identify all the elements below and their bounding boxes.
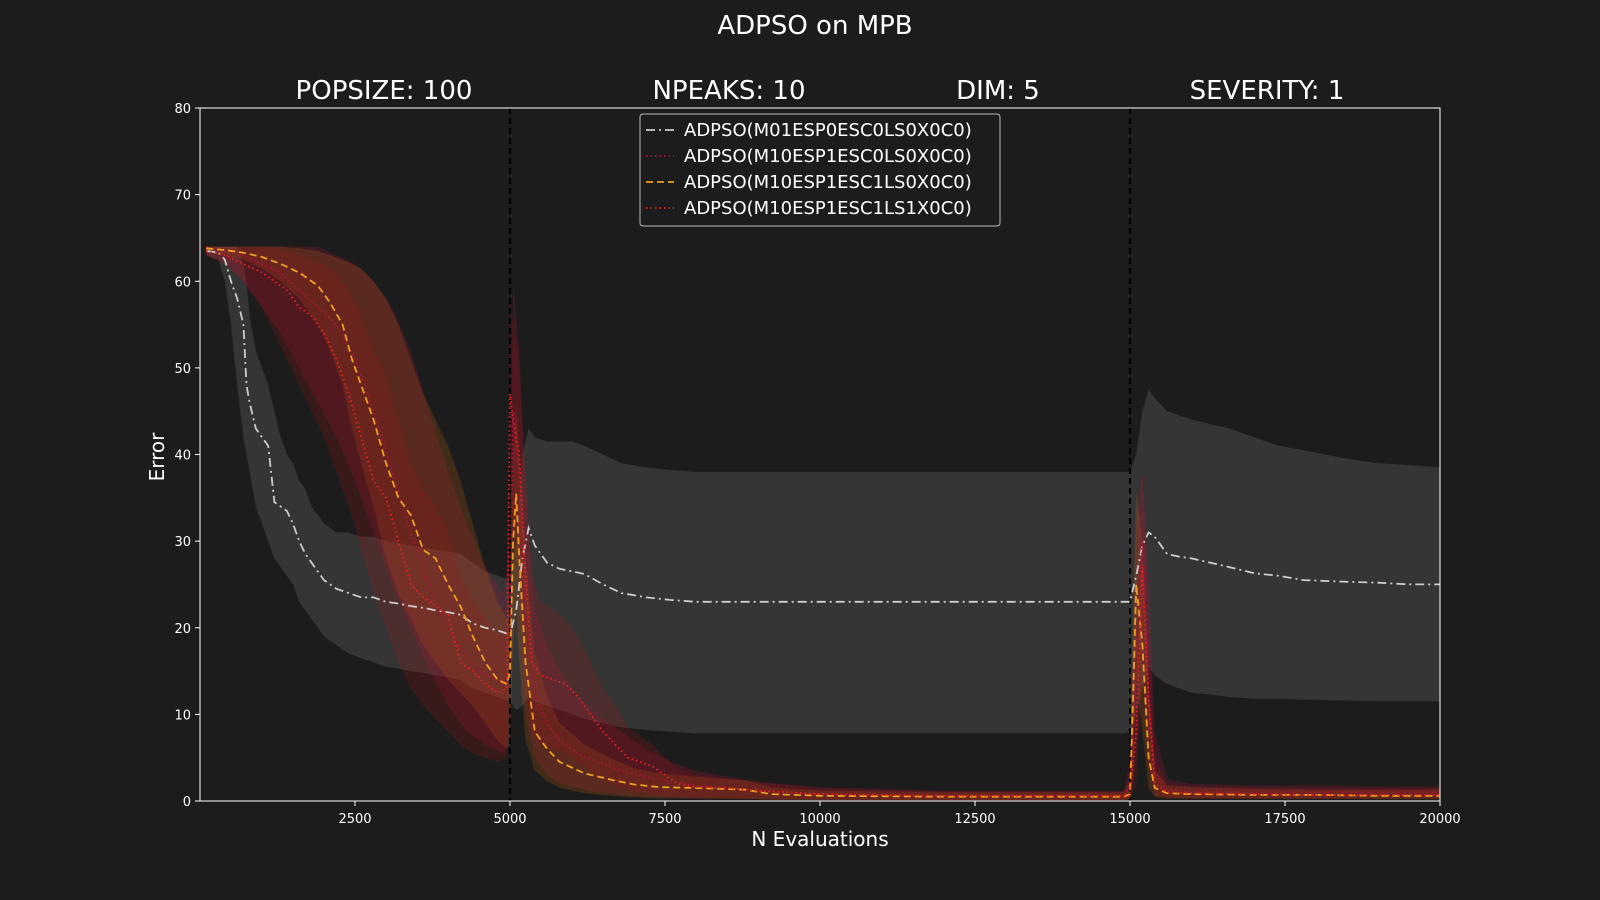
legend: ADPSO(M01ESP0ESC0LS0X0C0) ADPSO(M10ESP1ES…: [639, 113, 1001, 227]
x-tick-label: 12500: [954, 812, 995, 827]
chart-title: ADPSO on MPB: [717, 11, 912, 41]
y-tick-label: 60: [174, 275, 191, 290]
x-axis-label: N Evaluations: [751, 827, 888, 851]
legend-box: [639, 113, 1001, 227]
x-tick-label: 15000: [1109, 812, 1150, 827]
x-tick-label: 7500: [648, 812, 681, 827]
x-tick-label: 20000: [1419, 812, 1460, 827]
y-tick-label: 20: [174, 622, 191, 637]
series-band-3: [206, 246, 1441, 801]
subtitle-severity: SEVERITY: 1: [1190, 76, 1345, 106]
legend-label-4: ADPSO(M10ESP1ESC1LS1X0C0): [684, 198, 972, 219]
subtitle-dim: DIM: 5: [956, 76, 1040, 106]
y-tick-label: 40: [174, 449, 191, 464]
y-tick-label: 0: [183, 795, 191, 810]
series-line-3: [206, 247, 1440, 798]
series-line-2: [205, 245, 1440, 797]
series-line-4: [205, 250, 1440, 797]
y-tick-label: 30: [174, 535, 191, 550]
y-tick-label: 50: [174, 362, 191, 377]
legend-label-1: ADPSO(M01ESP0ESC0LS0X0C0): [684, 120, 972, 141]
legend-label-2: ADPSO(M10ESP1ESC0LS0X0C0): [684, 146, 972, 167]
series-band-1: [206, 246, 1441, 734]
x-tick-label: 5000: [493, 812, 526, 827]
y-axis-label: Error: [145, 432, 169, 482]
y-tick-label: 10: [174, 708, 191, 723]
series-band-4: [206, 246, 1441, 800]
legend-label-3: ADPSO(M10ESP1ESC1LS0X0C0): [684, 172, 972, 193]
series-band-2: [206, 246, 1441, 801]
y-tick-label: 70: [174, 189, 191, 204]
x-tick-label: 2500: [338, 812, 371, 827]
series-line-1: [206, 250, 1440, 636]
y-tick-label: 80: [174, 102, 191, 117]
x-tick-label: 17500: [1264, 812, 1305, 827]
subtitle-popsize: POPSIZE: 100: [296, 76, 473, 106]
subtitle-npeaks: NPEAKS: 10: [652, 76, 805, 106]
x-tick-label: 10000: [799, 812, 840, 827]
